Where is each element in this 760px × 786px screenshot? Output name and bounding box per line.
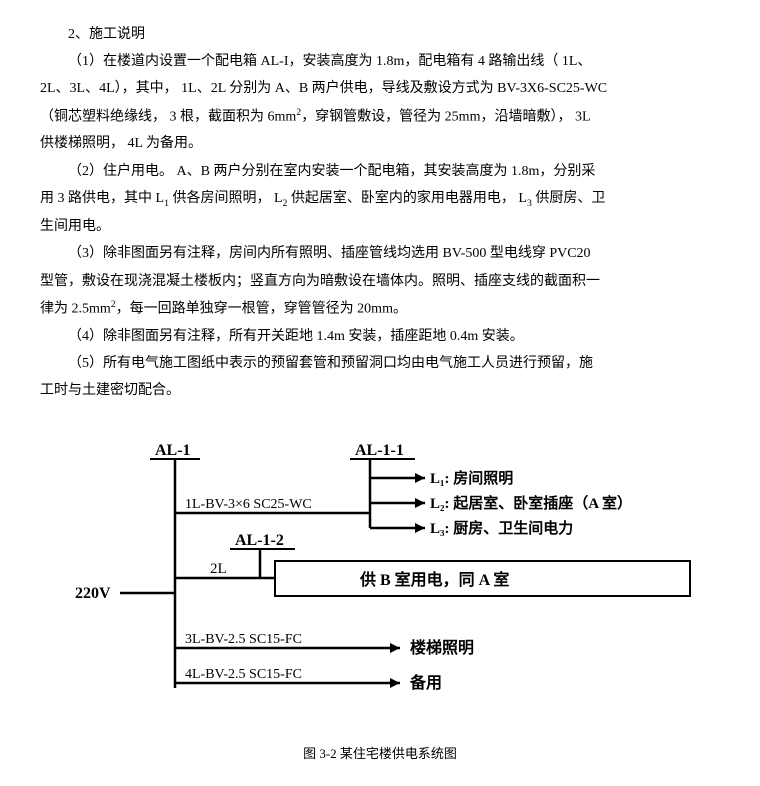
para-3-line-3a: 律为 2.5mm	[40, 301, 111, 316]
para-1-line-1: （1）在楼道内设置一个配电箱 AL-I，安装高度为 1.8m，配电箱有 4 路输…	[40, 49, 720, 74]
diagram-l2-arrow	[415, 498, 425, 508]
diagram-l3-label: L₃: 厨房、卫生间电力	[430, 519, 573, 537]
diagram-al12-label: AL-1-2	[235, 532, 284, 549]
figure-caption: 图 3-2 某住宅楼供电系统图	[40, 742, 720, 765]
para-1-line-3a: （铜芯塑料绝缘线， 3 根，截面积为 6mm	[40, 109, 296, 124]
diagram-al11-label: AL-1-1	[355, 442, 404, 459]
diagram-4l-label: 4L-BV-2.5 SC15-FC	[185, 667, 302, 682]
diagram-4l-arrow	[390, 678, 400, 688]
diagram-roomb-label: 供 B 室用电，同 A 室	[359, 570, 509, 589]
para-5-line-2: 工时与土建密切配合。	[40, 378, 720, 403]
para-1-line-3b: ，穿钢管敷设，管径为 25mm，沿墙暗敷）， 3L	[301, 109, 590, 124]
para-3-line-3: 律为 2.5mm2，每一回路单独穿一根管，穿管管径为 20mm。	[40, 296, 720, 322]
subscript-2: 2	[283, 198, 288, 209]
diagram-al1-label: AL-1	[155, 442, 191, 459]
para-2-line-1: （2）住户用电。 A、B 两户分别在室内安装一个配电箱，其安装高度为 1.8m，…	[40, 159, 720, 184]
para-1-line-4: 供楼梯照明， 4L 为备用。	[40, 131, 720, 156]
diagram-3l-label: 3L-BV-2.5 SC15-FC	[185, 632, 302, 647]
diagram-stair-label: 楼梯照明	[410, 638, 474, 657]
para-3-line-3b: ，每一回路单独穿一根管，穿管管径为 20mm。	[116, 301, 407, 316]
diagram-3l-arrow	[390, 643, 400, 653]
para-3-line-1: （3）除非图面另有注释，房间内所有照明、插座管线均选用 BV-500 型电线穿 …	[40, 241, 720, 266]
para-2-line-2c: 供起居室、卧室内的家用电器用电， L	[291, 191, 527, 206]
electrical-diagram: AL-1 220V 1L-BV-3×6 SC25-WC AL-1-1 L₁: 房…	[70, 433, 720, 722]
para-1-line-2: 2L、3L、4L），其中， 1L、2L 分别为 A、B 两户供电，导线及敷设方式…	[40, 76, 720, 101]
para-5-line-1: （5）所有电气施工图纸中表示的预留套管和预留洞口均由电气施工人员进行预留，施	[40, 351, 720, 376]
para-1-line-3: （铜芯塑料绝缘线， 3 根，截面积为 6mm2，穿钢管敷设，管径为 25mm，沿…	[40, 104, 720, 130]
para-2-line-2a: 用 3 路供电，其中 L	[40, 191, 164, 206]
diagram-source-label: 220V	[75, 585, 111, 602]
diagram-2l-label: 2L	[210, 561, 227, 577]
para-2-line-2d: 供厨房、卫	[535, 191, 605, 206]
diagram-l2-label: L₂: 起居室、卧室插座（A 室）	[430, 494, 632, 512]
diagram-svg: AL-1 220V 1L-BV-3×6 SC25-WC AL-1-1 L₁: 房…	[70, 433, 710, 713]
para-2-line-3: 生间用电。	[40, 214, 720, 239]
diagram-1l-label: 1L-BV-3×6 SC25-WC	[185, 497, 312, 512]
diagram-spare-label: 备用	[409, 673, 442, 692]
diagram-l3-arrow	[415, 523, 425, 533]
para-2-line-2: 用 3 路供电，其中 L1 供各房间照明， L2 供起居室、卧室内的家用电器用电…	[40, 186, 720, 212]
para-2-line-2b: 供各房间照明， L	[172, 191, 282, 206]
subscript-1: 1	[164, 198, 169, 209]
para-3-line-2: 型管，敷设在现浇混凝土楼板内；竖直方向为暗敷设在墙体内。照明、插座支线的截面积一	[40, 269, 720, 294]
section-title: 2、施工说明	[40, 22, 720, 47]
diagram-l1-arrow	[415, 473, 425, 483]
subscript-3: 3	[527, 198, 532, 209]
diagram-l1-label: L₁: 房间照明	[430, 469, 513, 487]
para-4: （4）除非图面另有注释，所有开关距地 1.4m 安装，插座距地 0.4m 安装。	[40, 324, 720, 349]
